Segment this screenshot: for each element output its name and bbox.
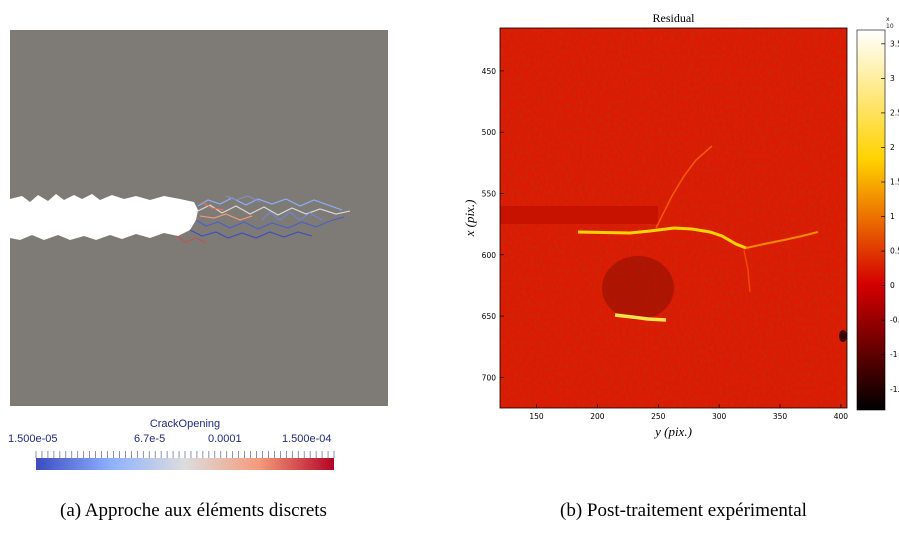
- residual-features: [500, 145, 847, 342]
- colorbar-tick-label: 3.5: [890, 39, 899, 48]
- x-tick-label: 150: [529, 412, 544, 421]
- x-axis-label: y (pix.): [655, 424, 692, 439]
- panel-b-residual: 150 200 250 300 350 400 450 500 550 600 650 700 3.5 3…: [460, 0, 899, 538]
- colorbar-tick-label: 2: [890, 143, 895, 152]
- caption-b: (b) Post-traitement expérimental: [560, 500, 807, 521]
- x-tick-label: 200: [590, 412, 605, 421]
- y-tick-label: 550: [482, 189, 497, 198]
- x-tick-label: 350: [773, 412, 788, 421]
- colorbar-tick-label: 1.5: [890, 178, 899, 187]
- x-tick-label: 400: [834, 412, 849, 421]
- colorbar-tick-label: -1.5: [890, 385, 899, 394]
- caption-a: (a) Approche aux éléments discrets: [60, 500, 327, 521]
- main-crack: [577, 226, 747, 250]
- colorbar-tick-mid1: 6.7e-5: [134, 433, 166, 445]
- crack-opening-colorbar: [36, 458, 334, 470]
- colorbar-tick-min: 1.500e-05: [8, 433, 58, 445]
- y-tick-label: 450: [482, 67, 497, 76]
- y-tick-label: 700: [482, 373, 497, 382]
- colorbar-tick-label: 3: [890, 74, 895, 83]
- crack-branch-down: [743, 249, 751, 293]
- residual-colorbar: [856, 29, 886, 411]
- panel-a-figure: [10, 30, 388, 470]
- colorbar-tick-label: 0.5: [890, 247, 899, 256]
- dark-patch: [602, 256, 674, 320]
- plot-frame: [499, 27, 848, 409]
- y-axis-label: x (pix.): [462, 199, 477, 237]
- crack-network: [175, 195, 351, 244]
- y-tick-label: 500: [482, 128, 497, 137]
- colorbar-tick-label: 2.5: [890, 108, 899, 117]
- colorbar-exponent: x 10: [886, 16, 894, 30]
- crack-opening-region: [10, 194, 198, 240]
- y-tick-label: 650: [482, 312, 497, 321]
- colorbar-tick-label: -0.5: [890, 316, 899, 325]
- colorbar-tick-max: 1.500e-04: [282, 433, 332, 445]
- residual-chart: 150 200 250 300 350 400 450 500 550 600 650 700 3.5 3…: [482, 27, 899, 421]
- crack-branch-up: [655, 145, 713, 229]
- colorbar-minor-ticks: [35, 451, 335, 458]
- colorbar-tick-label: 0: [890, 281, 895, 290]
- x-tick-label: 250: [651, 412, 666, 421]
- notch-region: [500, 206, 658, 224]
- colorbar-title: CrackOpening: [149, 418, 221, 430]
- crack-branch-right: [745, 231, 819, 249]
- bright-band: [614, 313, 667, 322]
- chart-title: Residual: [652, 11, 695, 25]
- panel-a-discrete-elements: CrackOpening 1.500e-05 6.7e-5 0.0001 1.5…: [0, 0, 440, 538]
- colorbar-tick-label: -1: [890, 350, 898, 359]
- edge-spot: [839, 330, 847, 342]
- colorbar-tick-mid2: 0.0001: [208, 433, 242, 445]
- y-tick-label: 600: [482, 251, 497, 260]
- colorbar-tick-label: 1: [890, 212, 895, 221]
- x-tick-label: 300: [712, 412, 727, 421]
